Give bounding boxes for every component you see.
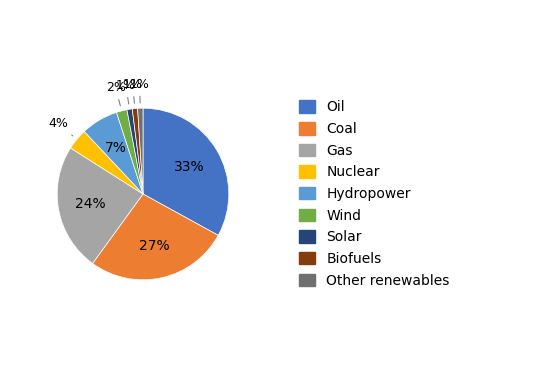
Text: 33%: 33%: [173, 160, 204, 174]
Wedge shape: [138, 108, 143, 194]
Wedge shape: [57, 148, 143, 263]
Wedge shape: [84, 113, 143, 194]
Wedge shape: [132, 108, 143, 194]
Wedge shape: [117, 110, 143, 194]
Legend: Oil, Coal, Gas, Nuclear, Hydropower, Wind, Solar, Biofuels, Other renewables: Oil, Coal, Gas, Nuclear, Hydropower, Win…: [299, 100, 450, 288]
Text: 1%: 1%: [123, 78, 142, 103]
Text: 24%: 24%: [75, 197, 106, 211]
Text: 2%: 2%: [106, 81, 125, 106]
Wedge shape: [127, 109, 143, 194]
Text: 7%: 7%: [105, 141, 127, 155]
Wedge shape: [92, 194, 218, 280]
Wedge shape: [143, 108, 229, 236]
Text: 1%: 1%: [116, 79, 136, 104]
Text: 1%: 1%: [130, 78, 150, 103]
Text: 4%: 4%: [48, 118, 73, 136]
Text: 27%: 27%: [139, 239, 170, 253]
Wedge shape: [70, 132, 143, 194]
